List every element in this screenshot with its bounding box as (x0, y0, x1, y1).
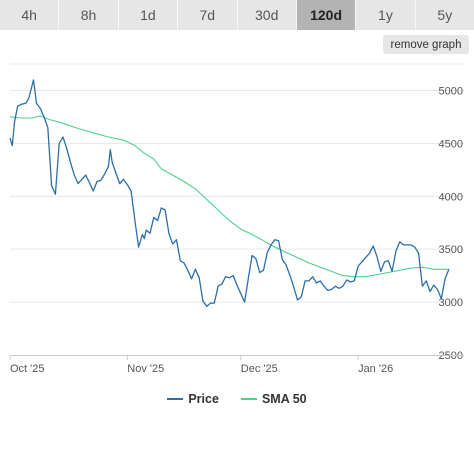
sma-50-line (9, 115, 449, 278)
x-tick-label: Nov '25 (127, 363, 164, 375)
y-tick-label: 4000 (439, 191, 463, 203)
y-tick-label: 5000 (439, 85, 463, 97)
legend-swatch-price (167, 398, 184, 400)
tab-8h[interactable]: 8h (59, 0, 119, 30)
y-tick-label: 3500 (439, 244, 463, 256)
legend-item-sma[interactable]: SMA 50 (240, 392, 307, 406)
y-tick-label: 4500 (439, 138, 463, 150)
x-tick-label: Dec '25 (241, 363, 278, 375)
tab-120d[interactable]: 120d (296, 0, 357, 30)
remove-graph-button[interactable]: remove graph (383, 35, 469, 54)
price-line (9, 79, 450, 307)
legend-label-price: Price (188, 392, 219, 406)
timeframe-tabs: 4h 8h 1d 7d 30d 120d 1y 5y (0, 0, 474, 30)
tab-1d[interactable]: 1d (119, 0, 179, 30)
tab-1y[interactable]: 1y (356, 0, 416, 30)
tab-5y[interactable]: 5y (437, 7, 453, 23)
x-tick-label: Jan '26 (358, 363, 393, 375)
tab-30d[interactable]: 30d (238, 0, 297, 30)
y-tick-label: 3000 (439, 297, 463, 309)
chart-legend: Price SMA 50 (0, 392, 474, 406)
legend-swatch-sma (240, 398, 257, 400)
tab-7d[interactable]: 7d (178, 0, 238, 30)
legend-label-sma: SMA 50 (261, 392, 307, 406)
legend-item-price[interactable]: Price (167, 392, 219, 406)
tab-4h[interactable]: 4h (0, 0, 60, 30)
x-tick-label: Oct '25 (10, 363, 45, 375)
